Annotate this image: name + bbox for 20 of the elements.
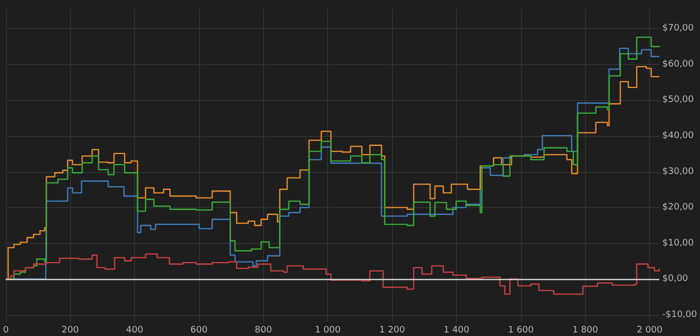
x-tick-label: 200	[62, 326, 80, 336]
x-tick-label: 2 000	[636, 326, 663, 336]
x-tick-label: 400	[126, 326, 144, 336]
x-tick-label: 1 800	[572, 326, 598, 336]
x-tick-label: 1 200	[379, 326, 406, 336]
y-tick-label: $30,00	[662, 166, 694, 177]
x-tick-label: 600	[190, 326, 208, 336]
x-tick-label: 800	[254, 326, 272, 336]
y-tick-label: $50,00	[662, 95, 694, 106]
y-tick-label: $60,00	[662, 59, 694, 70]
x-tick-label: 0	[2, 326, 9, 336]
y-tick-label: -$10,00	[662, 310, 698, 320]
y-tick-label: $20,00	[662, 202, 694, 213]
x-tick-label: 1 400	[444, 326, 470, 336]
y-tick-label: $40,00	[662, 130, 694, 141]
x-tick-label: 1 600	[508, 326, 534, 336]
y-tick-label: $10,00	[662, 238, 694, 248]
y-tick-label: $0,00	[662, 274, 688, 284]
y-tick-label: $70,00	[662, 24, 694, 34]
x-tick-label: 1 000	[314, 326, 341, 336]
